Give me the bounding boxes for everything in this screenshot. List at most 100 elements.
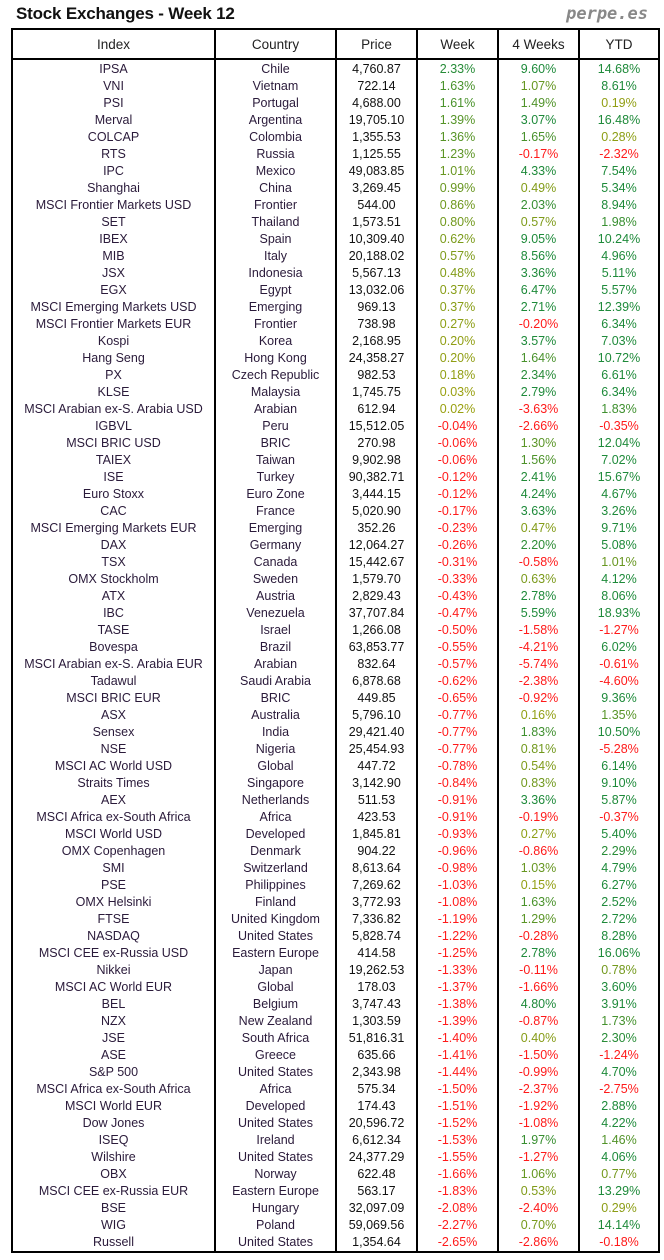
country-cell: Chile bbox=[214, 59, 337, 78]
country-cell: Indonesia bbox=[214, 265, 337, 282]
index-cell: ISE bbox=[11, 469, 216, 486]
table-row: IBC Venezuela 37,707.84 -0.47% 5.59% 18.93% bbox=[11, 605, 660, 622]
country-cell: United States bbox=[214, 1115, 337, 1132]
four-week-change-cell: 0.40% bbox=[497, 1030, 580, 1047]
four-week-change-cell: 1.83% bbox=[497, 724, 580, 741]
ytd-change-cell: 7.54% bbox=[578, 163, 660, 180]
ytd-change-cell: 4.06% bbox=[578, 1149, 660, 1166]
ytd-change-cell: 0.19% bbox=[578, 95, 660, 112]
four-week-change-cell: 9.60% bbox=[497, 59, 580, 78]
ytd-change-cell: -0.37% bbox=[578, 809, 660, 826]
four-week-change-cell: 1.64% bbox=[497, 350, 580, 367]
index-cell: MSCI Arabian ex-S. Arabia USD bbox=[11, 401, 216, 418]
country-cell: France bbox=[214, 503, 337, 520]
four-week-change-cell: -0.20% bbox=[497, 316, 580, 333]
table-row: MSCI Frontier Markets USD Frontier 544.00 0… bbox=[11, 197, 660, 214]
country-cell: United States bbox=[214, 1234, 337, 1252]
week-change-cell: 0.20% bbox=[416, 333, 499, 350]
index-cell: VNI bbox=[11, 78, 216, 95]
four-week-change-cell: 1.03% bbox=[497, 860, 580, 877]
ytd-change-cell: 5.57% bbox=[578, 282, 660, 299]
index-cell: JSX bbox=[11, 265, 216, 282]
index-cell: JSE bbox=[11, 1030, 216, 1047]
country-cell: Malaysia bbox=[214, 384, 337, 401]
four-week-change-cell: -2.40% bbox=[497, 1200, 580, 1217]
country-cell: Greece bbox=[214, 1047, 337, 1064]
week-change-cell: -0.04% bbox=[416, 418, 499, 435]
four-week-change-cell: 0.53% bbox=[497, 1183, 580, 1200]
index-cell: MSCI World EUR bbox=[11, 1098, 216, 1115]
table-row: MSCI BRIC EUR BRIC 449.85 -0.65% -0.92% 9.36% bbox=[11, 690, 660, 707]
index-cell: KLSE bbox=[11, 384, 216, 401]
four-week-change-cell: 1.07% bbox=[497, 78, 580, 95]
week-change-cell: 0.80% bbox=[416, 214, 499, 231]
four-week-change-cell: 4.24% bbox=[497, 486, 580, 503]
ytd-change-cell: 1.98% bbox=[578, 214, 660, 231]
week-change-cell: -1.41% bbox=[416, 1047, 499, 1064]
table-row: BEL Belgium 3,747.43 -1.38% 4.80% 3.91% bbox=[11, 996, 660, 1013]
country-cell: Philippines bbox=[214, 877, 337, 894]
week-change-cell: -0.43% bbox=[416, 588, 499, 605]
price-cell: 19,705.10 bbox=[335, 112, 418, 129]
week-change-cell: -1.33% bbox=[416, 962, 499, 979]
price-cell: 1,355.53 bbox=[335, 129, 418, 146]
country-cell: Taiwan bbox=[214, 452, 337, 469]
four-week-change-cell: -0.28% bbox=[497, 928, 580, 945]
country-cell: Japan bbox=[214, 962, 337, 979]
country-cell: Africa bbox=[214, 809, 337, 826]
price-cell: 32,097.09 bbox=[335, 1200, 418, 1217]
index-cell: TSX bbox=[11, 554, 216, 571]
price-cell: 544.00 bbox=[335, 197, 418, 214]
country-cell: South Africa bbox=[214, 1030, 337, 1047]
price-cell: 63,853.77 bbox=[335, 639, 418, 656]
table-row: VNI Vietnam 722.14 1.63% 1.07% 8.61% bbox=[11, 78, 660, 95]
price-cell: 612.94 bbox=[335, 401, 418, 418]
ytd-change-cell: 5.08% bbox=[578, 537, 660, 554]
four-week-change-cell: 3.36% bbox=[497, 265, 580, 282]
country-cell: India bbox=[214, 724, 337, 741]
four-week-change-cell: 0.15% bbox=[497, 877, 580, 894]
week-change-cell: 0.57% bbox=[416, 248, 499, 265]
ytd-change-cell: 4.22% bbox=[578, 1115, 660, 1132]
index-cell: IGBVL bbox=[11, 418, 216, 435]
price-cell: 2,168.95 bbox=[335, 333, 418, 350]
four-week-change-cell: 9.05% bbox=[497, 231, 580, 248]
week-change-cell: 1.23% bbox=[416, 146, 499, 163]
ytd-change-cell: 8.28% bbox=[578, 928, 660, 945]
ytd-change-cell: 2.52% bbox=[578, 894, 660, 911]
index-cell: ISEQ bbox=[11, 1132, 216, 1149]
week-change-cell: -1.39% bbox=[416, 1013, 499, 1030]
table-row: PSI Portugal 4,688.00 1.61% 1.49% 0.19% bbox=[11, 95, 660, 112]
price-cell: 635.66 bbox=[335, 1047, 418, 1064]
four-week-change-cell: 2.78% bbox=[497, 588, 580, 605]
index-cell: MSCI Arabian ex-S. Arabia EUR bbox=[11, 656, 216, 673]
ytd-change-cell: 8.94% bbox=[578, 197, 660, 214]
table-row: MSCI Arabian ex-S. Arabia USD Arabian 612.… bbox=[11, 401, 660, 418]
ytd-change-cell: 6.27% bbox=[578, 877, 660, 894]
country-cell: Egypt bbox=[214, 282, 337, 299]
index-cell: MSCI CEE ex-Russia EUR bbox=[11, 1183, 216, 1200]
price-cell: 4,760.87 bbox=[335, 59, 418, 78]
table-row: FTSE United Kingdom 7,336.82 -1.19% 1.29% 2.7… bbox=[11, 911, 660, 928]
country-cell: Portugal bbox=[214, 95, 337, 112]
four-week-change-cell: -0.17% bbox=[497, 146, 580, 163]
country-cell: Norway bbox=[214, 1166, 337, 1183]
week-change-cell: 1.61% bbox=[416, 95, 499, 112]
four-week-change-cell: 3.57% bbox=[497, 333, 580, 350]
index-cell: NSE bbox=[11, 741, 216, 758]
index-cell: TASE bbox=[11, 622, 216, 639]
ytd-change-cell: -2.32% bbox=[578, 146, 660, 163]
week-change-cell: -1.22% bbox=[416, 928, 499, 945]
country-cell: Arabian bbox=[214, 401, 337, 418]
country-cell: Saudi Arabia bbox=[214, 673, 337, 690]
four-week-change-cell: -4.21% bbox=[497, 639, 580, 656]
ytd-change-cell: 2.88% bbox=[578, 1098, 660, 1115]
week-change-cell: -0.62% bbox=[416, 673, 499, 690]
price-cell: 9,902.98 bbox=[335, 452, 418, 469]
week-change-cell: -0.06% bbox=[416, 452, 499, 469]
index-cell: MSCI World USD bbox=[11, 826, 216, 843]
table-row: MSCI BRIC USD BRIC 270.98 -0.06% 1.30% 12.04% bbox=[11, 435, 660, 452]
table-row: MSCI AC World EUR Global 178.03 -1.37% -1.66… bbox=[11, 979, 660, 996]
country-cell: Netherlands bbox=[214, 792, 337, 809]
index-cell: S&P 500 bbox=[11, 1064, 216, 1081]
